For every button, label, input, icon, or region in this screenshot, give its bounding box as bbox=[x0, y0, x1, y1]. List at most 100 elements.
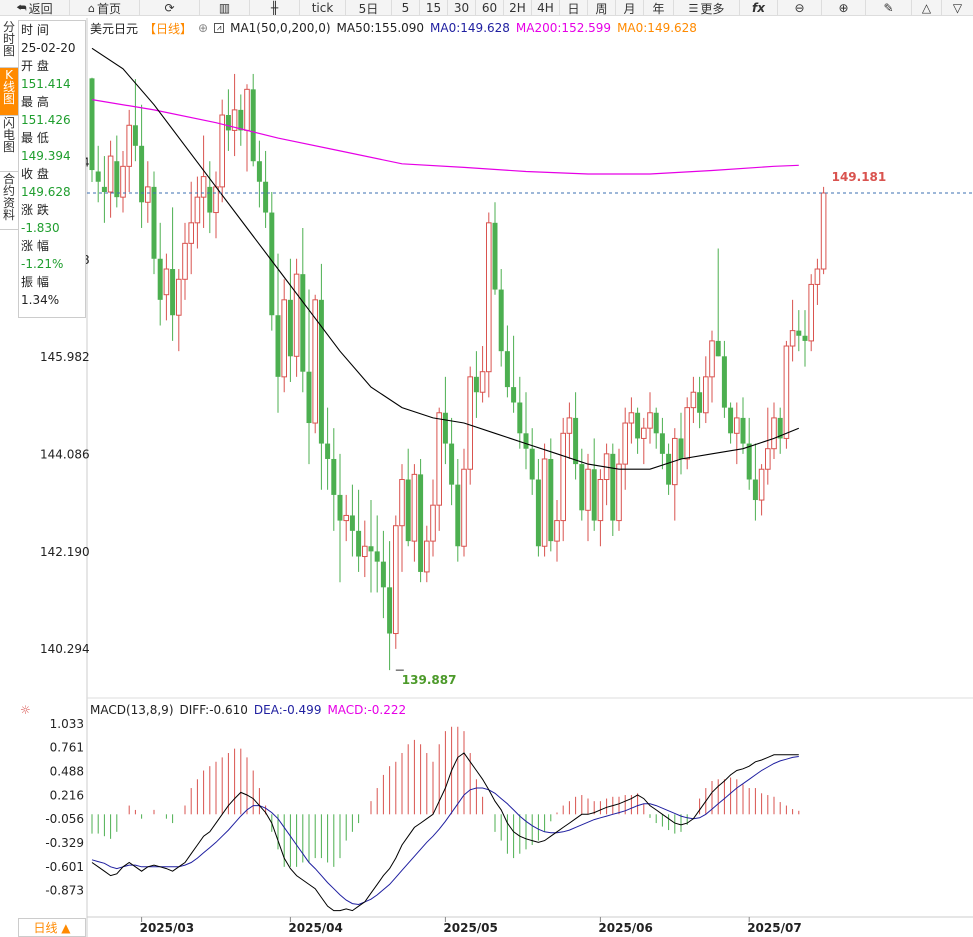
candle bbox=[337, 453, 343, 583]
candle-body bbox=[610, 453, 616, 521]
candle-body bbox=[114, 161, 120, 198]
add-indicator-icon[interactable]: ⊕ bbox=[198, 21, 209, 35]
candle-chart-button[interactable]: ╫ bbox=[250, 0, 300, 16]
candle bbox=[690, 376, 697, 424]
info-panel: 时 间 25-02-20 开 盘 151.414 最 高 151.426 最 低… bbox=[18, 20, 86, 318]
indicator-icon[interactable]: ⩘ bbox=[214, 23, 225, 33]
period-day-button[interactable]: 日 bbox=[560, 0, 588, 16]
candle-body bbox=[101, 186, 107, 193]
candle bbox=[101, 156, 107, 223]
refresh-button[interactable]: ⟳ bbox=[140, 0, 200, 16]
amp-value: 1.34% bbox=[21, 293, 60, 307]
candle bbox=[157, 222, 163, 326]
candle bbox=[107, 140, 114, 218]
candle bbox=[473, 351, 479, 418]
zoom-in-button[interactable]: ⊕ bbox=[822, 0, 866, 16]
candle-body bbox=[529, 448, 535, 480]
macd-settings-icon[interactable]: ☼ bbox=[20, 703, 31, 717]
candle bbox=[560, 417, 567, 542]
candle bbox=[541, 443, 548, 557]
period-month-button[interactable]: 月 bbox=[616, 0, 644, 16]
menu-icon: ☰ bbox=[688, 1, 699, 15]
candle bbox=[771, 402, 777, 459]
candle-body bbox=[467, 376, 473, 470]
candle bbox=[231, 73, 238, 157]
candle-body bbox=[263, 181, 269, 213]
tab-flash[interactable]: 闪电图 bbox=[0, 116, 18, 172]
candle-body bbox=[455, 484, 461, 547]
candle bbox=[349, 484, 355, 557]
ma200-value: MA200:152.599 bbox=[515, 21, 612, 35]
tab-contract-info[interactable]: 合约资料 bbox=[0, 172, 18, 230]
candle bbox=[715, 248, 721, 357]
period-label[interactable]: 【日线】 bbox=[144, 21, 193, 36]
candle bbox=[796, 310, 802, 352]
back-button[interactable]: ⮪ 返回 bbox=[0, 0, 70, 16]
candle bbox=[697, 376, 703, 429]
candle-body bbox=[337, 494, 343, 521]
candle-body bbox=[424, 540, 430, 573]
candle bbox=[331, 428, 337, 531]
period-4h-button[interactable]: 4H bbox=[532, 0, 560, 16]
refresh-icon: ⟳ bbox=[164, 1, 175, 15]
draw-tool-button[interactable]: ✎ bbox=[866, 0, 912, 16]
scroll-up-button[interactable]: △ bbox=[912, 0, 942, 16]
candle bbox=[566, 402, 573, 459]
candle-body bbox=[771, 417, 777, 450]
period-switch-tab[interactable]: 日线 ▲ bbox=[18, 918, 86, 937]
period-2h-button[interactable]: 2H bbox=[504, 0, 532, 16]
ma200-line bbox=[91, 99, 799, 175]
candle bbox=[430, 479, 436, 557]
tab-kline[interactable]: K线图 bbox=[0, 68, 18, 116]
candle-body bbox=[188, 222, 194, 244]
candle bbox=[356, 489, 362, 572]
candle-body bbox=[616, 463, 622, 522]
tick-button[interactable]: tick bbox=[300, 0, 346, 16]
candle bbox=[436, 407, 442, 531]
open-value: 151.414 bbox=[21, 77, 71, 91]
candle bbox=[176, 269, 182, 352]
candle bbox=[325, 407, 331, 490]
candle bbox=[455, 458, 461, 562]
candle-body bbox=[442, 412, 448, 444]
candle bbox=[535, 458, 541, 557]
candle-body bbox=[331, 458, 337, 495]
scroll-down-button[interactable]: ▽ bbox=[942, 0, 973, 16]
candle bbox=[511, 335, 517, 413]
period-60-button[interactable]: 60 bbox=[476, 0, 504, 16]
period-30-button[interactable]: 30 bbox=[448, 0, 476, 16]
candle-body bbox=[591, 469, 597, 521]
ma50-value: MA50:155.090 bbox=[336, 21, 425, 35]
candle bbox=[635, 407, 641, 454]
candle-body bbox=[107, 155, 114, 193]
more-button[interactable]: ☰ 更多 bbox=[674, 0, 740, 16]
candle bbox=[622, 407, 629, 490]
candle-body bbox=[579, 464, 585, 511]
candle-body bbox=[740, 417, 746, 444]
triangle-down-icon: ▽ bbox=[952, 1, 963, 15]
triangle-up-icon: △ bbox=[921, 1, 932, 15]
period-15-button[interactable]: 15 bbox=[420, 0, 448, 16]
candle bbox=[256, 140, 262, 208]
bar-chart-button[interactable]: ▥ bbox=[200, 0, 250, 16]
tab-intraday[interactable]: 分时图 bbox=[0, 20, 18, 68]
candle bbox=[449, 417, 455, 506]
price-y-tick-label: 144.086 bbox=[40, 448, 90, 462]
period-5d-button[interactable]: 5日 bbox=[346, 0, 392, 16]
period-year-button[interactable]: 年 bbox=[644, 0, 674, 16]
candle bbox=[666, 443, 672, 495]
candle-body bbox=[207, 186, 213, 213]
low-value: 149.394 bbox=[21, 149, 71, 163]
macd-spec: MACD(13,8,9) bbox=[90, 703, 174, 717]
home-button[interactable]: ⌂ 首页 bbox=[70, 0, 140, 16]
candle-body bbox=[721, 356, 727, 408]
period-week-button[interactable]: 周 bbox=[588, 0, 616, 16]
candle bbox=[808, 274, 815, 352]
zoom-out-button[interactable]: ⊖ bbox=[778, 0, 822, 16]
candle-body bbox=[393, 525, 399, 635]
candle bbox=[486, 212, 492, 398]
formula-button[interactable]: fx bbox=[740, 0, 778, 16]
period-5-button[interactable]: 5 bbox=[392, 0, 420, 16]
candle-body bbox=[789, 330, 796, 347]
